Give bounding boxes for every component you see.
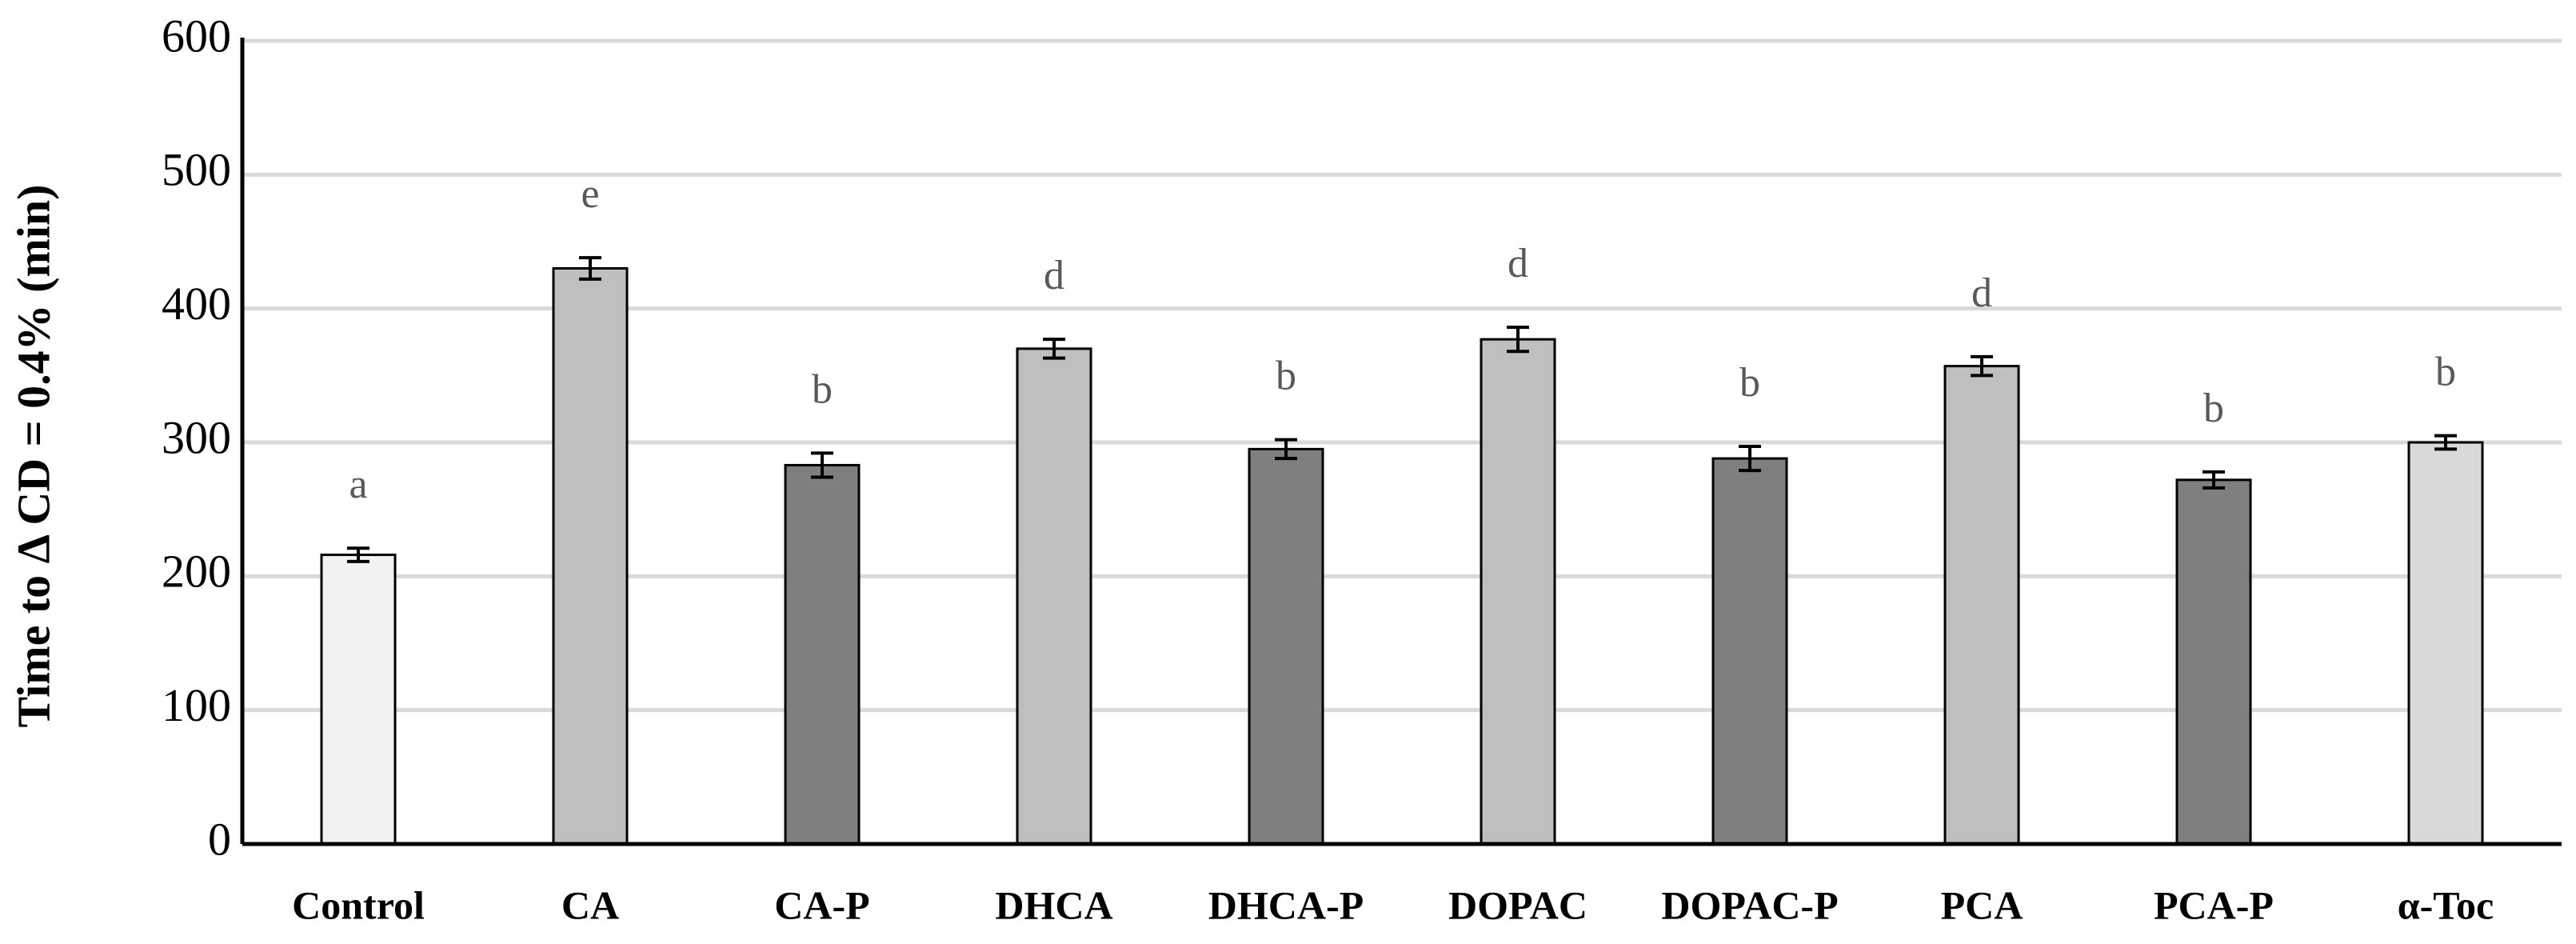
significance-letter: b bbox=[2435, 350, 2456, 395]
error-bar bbox=[1739, 445, 1761, 473]
bar bbox=[1016, 347, 1092, 846]
x-tick-label: α-Toc bbox=[2398, 882, 2494, 927]
error-bar bbox=[2434, 434, 2457, 451]
y-tick-label: 500 bbox=[162, 144, 231, 196]
bar bbox=[1711, 457, 1788, 846]
y-tick-label: 600 bbox=[162, 10, 231, 62]
x-tick-label: DOPAC bbox=[1448, 882, 1588, 927]
error-bar bbox=[811, 451, 833, 479]
bar bbox=[2407, 441, 2484, 846]
significance-letter: d bbox=[1971, 270, 1992, 316]
error-bar bbox=[1971, 354, 1993, 378]
error-bar bbox=[2203, 470, 2225, 490]
error-bar bbox=[347, 546, 369, 563]
y-tick-label: 300 bbox=[162, 411, 231, 463]
bar bbox=[784, 463, 861, 846]
x-tick-label: DHCA bbox=[995, 882, 1112, 927]
significance-letter: b bbox=[812, 366, 833, 412]
error-bar bbox=[1275, 438, 1297, 461]
significance-letter: e bbox=[581, 171, 599, 217]
significance-letter: d bbox=[1508, 241, 1528, 286]
x-tick-label: CA bbox=[561, 882, 619, 927]
x-tick-label: DOPAC-P bbox=[1661, 882, 1838, 927]
bar bbox=[552, 266, 629, 846]
x-tick-label: Control bbox=[292, 882, 425, 927]
y-axis-title: Time to Δ CD = 0.4% (min) bbox=[7, 185, 59, 728]
bar bbox=[1248, 447, 1324, 846]
x-tick-label: PCA-P bbox=[2154, 882, 2274, 927]
significance-letter: a bbox=[349, 462, 367, 507]
x-tick-label: DHCA-P bbox=[1208, 882, 1364, 927]
error-bar bbox=[1507, 326, 1529, 354]
significance-letter: d bbox=[1044, 253, 1064, 298]
y-tick-label: 200 bbox=[162, 546, 231, 598]
bar bbox=[2175, 478, 2252, 846]
significance-letter: b bbox=[1276, 354, 1296, 399]
bar bbox=[1943, 365, 2020, 846]
bar bbox=[320, 554, 397, 846]
bar bbox=[1480, 338, 1556, 846]
y-tick-label: 400 bbox=[162, 278, 231, 330]
x-tick-label: CA-P bbox=[774, 882, 869, 927]
x-tick-label: PCA bbox=[1941, 882, 2023, 927]
error-bar bbox=[1043, 338, 1065, 360]
error-bar bbox=[579, 256, 601, 281]
y-tick-label: 0 bbox=[208, 813, 231, 865]
significance-letter: b bbox=[2203, 386, 2224, 431]
y-tick-label: 100 bbox=[162, 679, 231, 731]
significance-letter: b bbox=[1739, 360, 1760, 406]
